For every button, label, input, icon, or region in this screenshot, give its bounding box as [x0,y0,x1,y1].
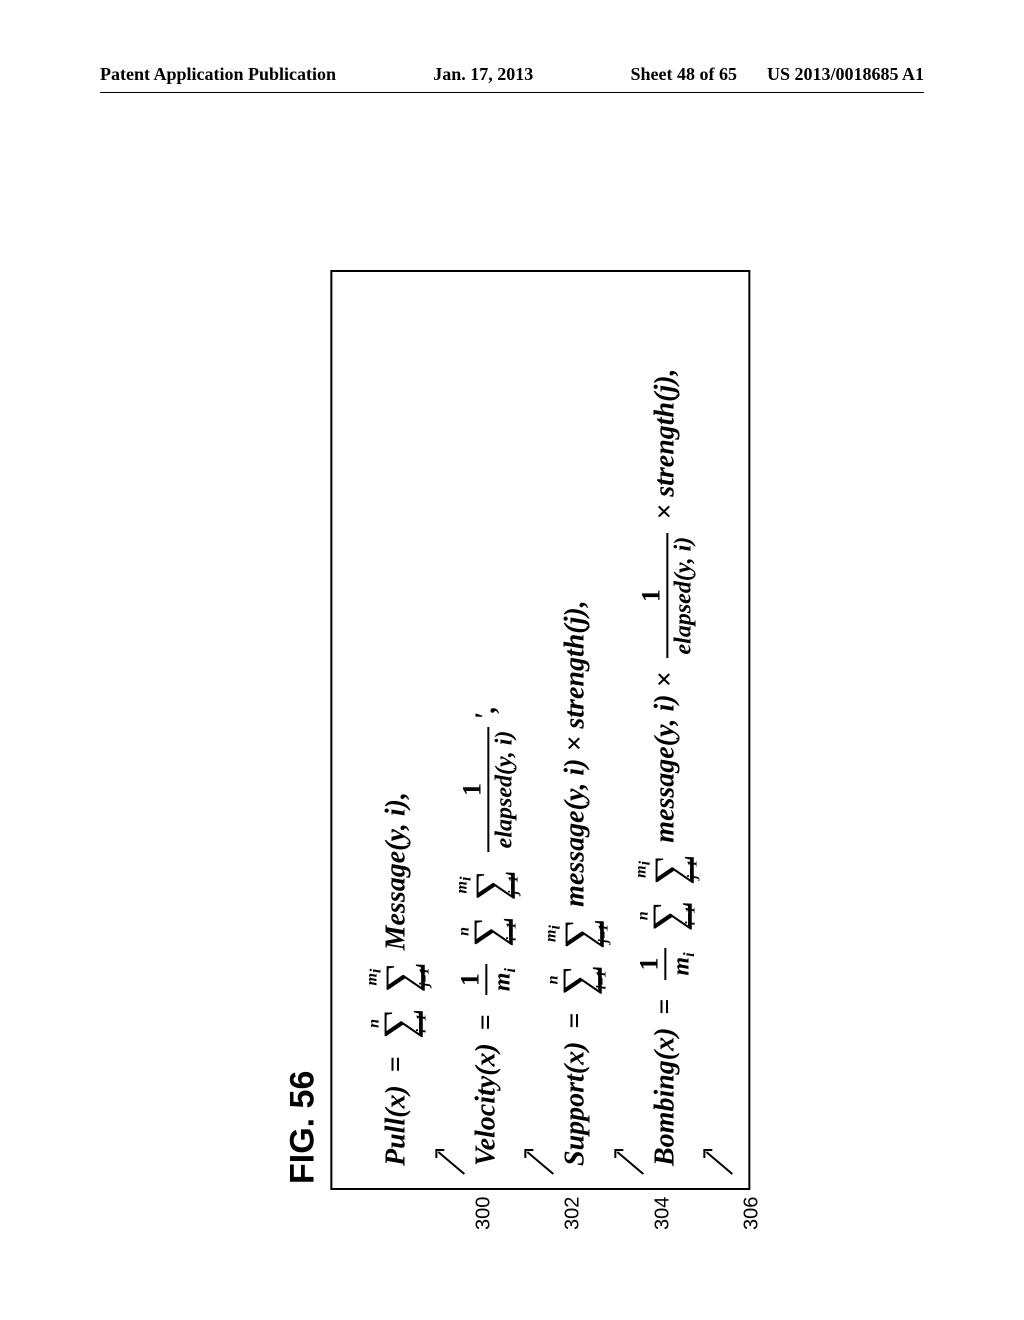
rhs-term: Message(y, i), [381,792,412,950]
header-sheet: Sheet 48 of 65 [630,64,737,85]
sum-inner: mi ∑ j=1 [364,961,432,992]
sigma-icon: ∑ [472,869,509,900]
page: Patent Application Publication Jan. 17, … [0,0,1024,1320]
sigma-icon: ∑ [380,1008,417,1039]
arrow-icon [703,1142,743,1182]
figure-title: FIG. 56 [283,250,322,1184]
sum-inner: mi ∑ j=1 [633,854,701,885]
tail-term: × strength(j), [649,368,680,519]
equation-support: Support(x) = n ∑ i=1 mi ∑ j=1 message(y, [544,600,612,1166]
ref-number: 302 [562,1197,585,1230]
lhs: Support(x) [560,1042,591,1166]
fraction-leading: 1 mi [634,948,699,979]
frac-num: 1 [457,727,489,853]
lhs: Bombing(x) [649,1028,680,1166]
rhs-term: message(y, i) × strength(j), [560,600,591,907]
ref-number: 306 [741,1197,764,1230]
equation-row-velocity: Velocity(x) = 1 mi n ∑ i=1 mi [454,294,522,1166]
frac-den: mi [666,948,699,979]
lhs: Pull(x) [381,1085,412,1166]
sigma-icon: ∑ [562,918,599,949]
sigma-icon: ∑ [383,961,420,992]
frac-num: 1 [634,948,666,979]
ref-number: 300 [472,1197,495,1230]
equation-row-bombing: Bombing(x) = 1 mi n ∑ i=1 mi [633,294,701,1166]
header-rule [100,92,924,93]
sum-outer: n ∑ i=1 [635,900,698,931]
sum-outer: n ∑ i=1 [366,1008,429,1039]
lhs: Velocity(x) [470,1043,501,1166]
equation-row-support: Support(x) = n ∑ i=1 mi ∑ j=1 message(y, [544,294,612,1166]
sum-outer: n ∑ i=1 [546,964,609,995]
sum-inner: mi ∑ j=1 [544,918,612,949]
header-date: Jan. 17, 2013 [336,64,630,85]
sum-inner: mi ∑ j=1 [454,869,522,900]
frac-num: 1 [636,533,668,659]
frac-num: 1 [455,964,487,995]
fraction-tail: 1 elapsed(y, i) [457,727,518,853]
equation-velocity: Velocity(x) = 1 mi n ∑ i=1 mi [454,706,522,1166]
figure-rotated-wrapper: FIG. 56 Pull(x) = n ∑ i=1 mi [273,250,750,1190]
frac-den: elapsed(y, i) [668,533,697,659]
frac-den: mi [487,964,520,995]
equation-pull: Pull(x) = n ∑ i=1 mi ∑ j=1 Message(y, i) [364,792,432,1166]
equation-row-pull: Pull(x) = n ∑ i=1 mi ∑ j=1 Message(y, i) [364,294,432,1166]
tail-suffix: ', [470,706,501,721]
sigma-icon: ∑ [649,900,686,931]
sigma-icon: ∑ [470,916,507,947]
sigma-icon: ∑ [560,964,597,995]
header-pubno: US 2013/0018685 A1 [767,64,924,85]
sum-outer: n ∑ i=1 [456,916,519,947]
page-header: Patent Application Publication Jan. 17, … [100,64,924,85]
equation-bombing: Bombing(x) = 1 mi n ∑ i=1 mi [633,368,701,1166]
ref-number: 304 [651,1197,674,1230]
mid-term: message(y, i) × [649,671,680,842]
sigma-icon: ∑ [651,854,688,885]
equation-frame: Pull(x) = n ∑ i=1 mi ∑ j=1 Message(y, i) [330,270,750,1190]
fraction-tail: 1 elapsed(y, i) [636,533,697,659]
frac-den: elapsed(y, i) [489,727,518,853]
figure-56: FIG. 56 Pull(x) = n ∑ i=1 mi [273,250,750,1190]
header-left: Patent Application Publication [100,64,336,85]
fraction-leading: 1 mi [455,964,520,995]
